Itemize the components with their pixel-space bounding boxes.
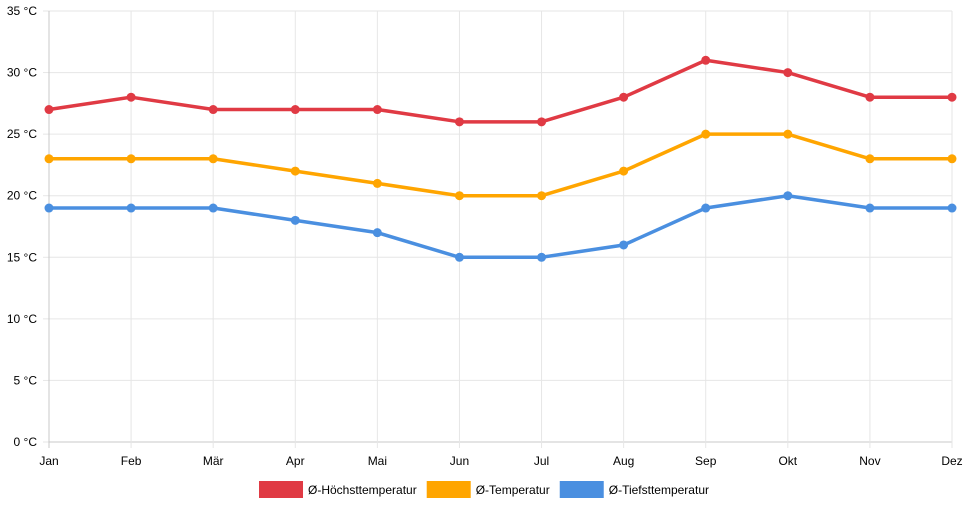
data-point[interactable]: [290, 166, 300, 176]
data-point[interactable]: [290, 105, 300, 115]
data-point[interactable]: [454, 117, 464, 127]
x-tick-label: Nov: [859, 454, 880, 468]
data-point[interactable]: [783, 129, 793, 139]
data-point[interactable]: [372, 105, 382, 115]
x-tick-label: Mär: [203, 454, 224, 468]
y-tick-label: 5 °C: [14, 373, 38, 387]
data-point[interactable]: [701, 55, 711, 65]
series-line: [47, 58, 954, 124]
legend-label: Ø-Höchsttemperatur: [308, 483, 417, 497]
legend-item[interactable]: Ø-Höchsttemperatur: [259, 481, 417, 498]
x-tick-label: Feb: [121, 454, 142, 468]
series-area: [44, 55, 957, 262]
legend-label: Ø-Temperatur: [476, 483, 550, 497]
legend: Ø-Höchsttemperatur Ø-Temperatur Ø-Tiefstte…: [259, 481, 709, 498]
data-point[interactable]: [372, 178, 382, 188]
legend-item[interactable]: Ø-Tiefsttemperatur: [559, 481, 709, 498]
data-point[interactable]: [783, 68, 793, 78]
legend-swatch: [426, 481, 471, 498]
y-tick-label: 10 °C: [7, 312, 37, 326]
data-point[interactable]: [454, 191, 464, 201]
data-point[interactable]: [454, 252, 464, 262]
data-point[interactable]: [44, 105, 54, 115]
data-point[interactable]: [44, 154, 54, 164]
data-point[interactable]: [947, 203, 957, 213]
x-tick-label: Jun: [450, 454, 469, 468]
data-point[interactable]: [372, 228, 382, 238]
y-tick-label: 20 °C: [7, 189, 37, 203]
x-tick-label: Jul: [534, 454, 549, 468]
series-0: [44, 55, 957, 127]
data-point[interactable]: [537, 117, 547, 127]
x-tick-label: Jan: [39, 454, 58, 468]
axes: 0 °C 5 °C 10 °C 15 °C 20 °C 25 °C 30 °C 35 °C Ja…: [7, 4, 963, 468]
data-point[interactable]: [290, 215, 300, 225]
grid: [43, 10, 953, 448]
series-line: [47, 193, 954, 260]
x-tick-label: Dez: [941, 454, 962, 468]
legend-swatch: [259, 481, 304, 498]
data-point[interactable]: [783, 191, 793, 201]
x-tick-label: Sep: [695, 454, 717, 468]
x-tick-label: Aug: [613, 454, 634, 468]
data-point[interactable]: [619, 166, 629, 176]
data-point[interactable]: [619, 92, 629, 102]
data-point[interactable]: [126, 203, 136, 213]
data-point[interactable]: [537, 252, 547, 262]
y-tick-label: 15 °C: [7, 250, 37, 264]
data-point[interactable]: [701, 129, 711, 139]
data-point[interactable]: [208, 154, 218, 164]
x-tick-label: Apr: [286, 454, 305, 468]
x-tick-label: Okt: [778, 454, 797, 468]
y-tick-label: 25 °C: [7, 127, 37, 141]
y-tick-label: 30 °C: [7, 66, 37, 80]
data-point[interactable]: [947, 154, 957, 164]
y-tick-label: 35 °C: [7, 4, 37, 18]
data-point[interactable]: [701, 203, 711, 213]
x-tick-label: Mai: [368, 454, 387, 468]
data-point[interactable]: [537, 191, 547, 201]
data-point[interactable]: [865, 203, 875, 213]
data-point[interactable]: [619, 240, 629, 250]
legend-item[interactable]: Ø-Temperatur: [426, 481, 550, 498]
data-point[interactable]: [208, 203, 218, 213]
data-point[interactable]: [947, 92, 957, 102]
data-point[interactable]: [126, 154, 136, 164]
data-point[interactable]: [865, 92, 875, 102]
legend-label: Ø-Tiefsttemperatur: [609, 483, 709, 497]
data-point[interactable]: [208, 105, 218, 115]
series-line: [47, 132, 954, 198]
series-1: [44, 129, 957, 201]
legend-swatch: [559, 481, 604, 498]
series-2: [44, 191, 957, 262]
y-tick-label: 0 °C: [14, 435, 38, 449]
data-point[interactable]: [44, 203, 54, 213]
data-point[interactable]: [865, 154, 875, 164]
data-point[interactable]: [126, 92, 136, 102]
